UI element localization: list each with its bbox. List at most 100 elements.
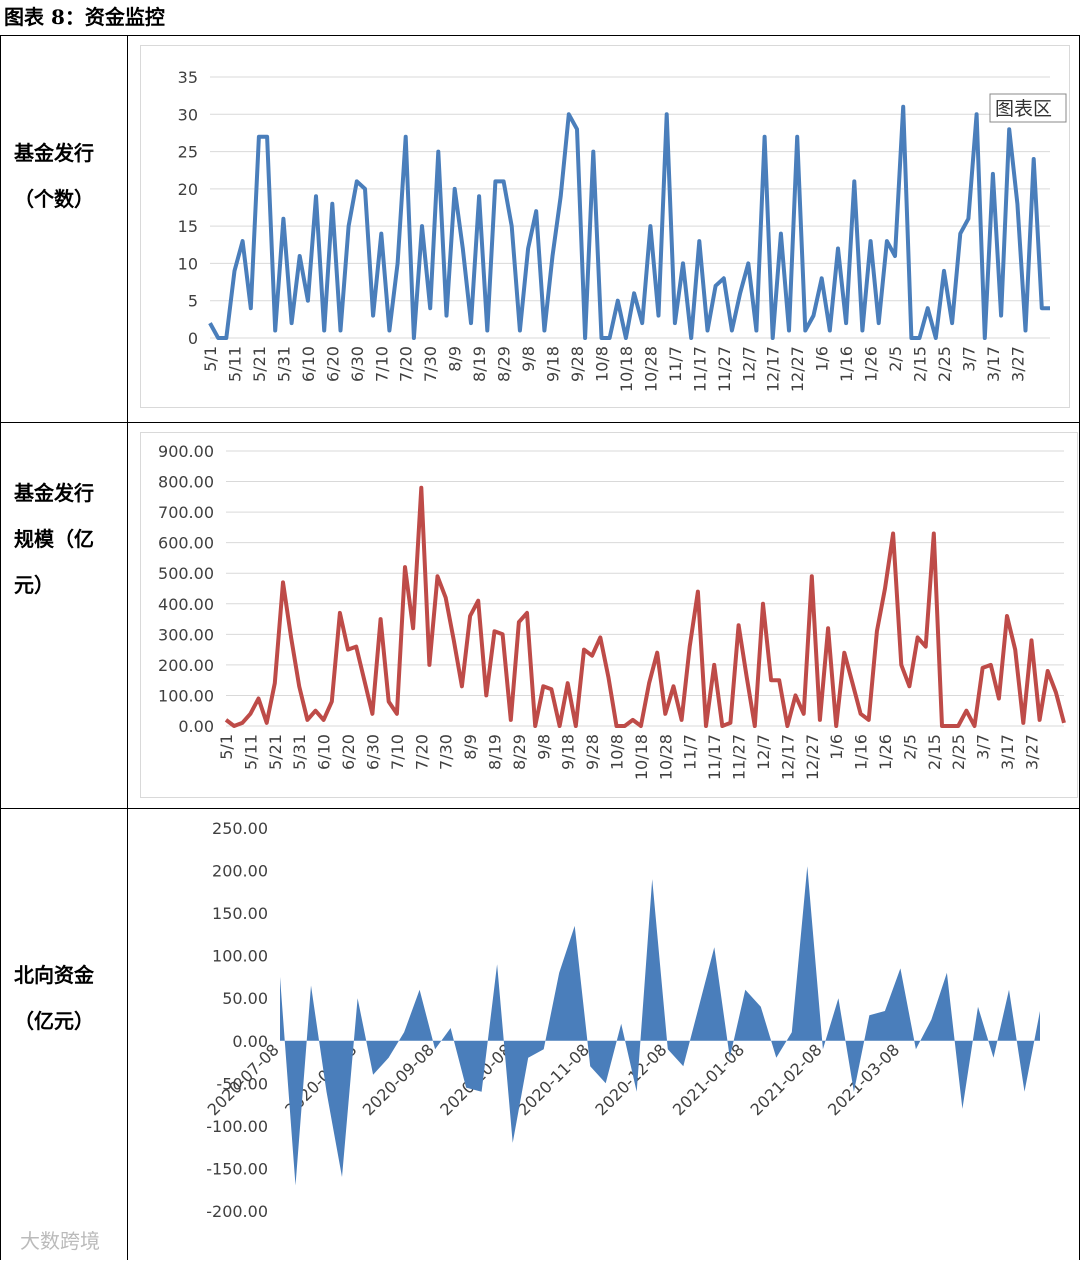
y-tick-label: -50.00: [216, 1074, 268, 1093]
x-tick-label: 1/16: [852, 734, 871, 770]
x-tick-label: 7/30: [421, 346, 440, 382]
y-tick-label: 150.00: [212, 904, 268, 923]
table-frame: [0, 35, 1080, 1264]
x-tick-label: 2/5: [886, 346, 905, 372]
x-tick-label: 3/7: [974, 734, 993, 760]
x-tick-label: 3/17: [998, 734, 1017, 770]
y-tick-label: 700.00: [158, 503, 214, 522]
x-tick-label: 9/28: [568, 346, 587, 382]
x-tick-label: 11/17: [690, 346, 709, 392]
x-tick-label: 10/28: [656, 734, 675, 780]
y-tick-label: -200.00: [206, 1202, 268, 1221]
annotation-box: [989, 93, 1067, 123]
x-tick-label: 12/7: [739, 346, 758, 382]
y-tick-label: 0.00: [178, 717, 214, 736]
x-tick-label: 9/18: [559, 734, 578, 770]
data-area: [280, 866, 1040, 1186]
y-tick-label: 5: [188, 292, 198, 311]
x-tick-label: 12/17: [764, 346, 783, 392]
x-tick-label: 5/21: [250, 346, 269, 382]
y-tick-label: 50.00: [222, 989, 268, 1008]
y-tick-label: 600.00: [158, 534, 214, 553]
row-label: （亿元）: [14, 1009, 94, 1033]
row-label: （个数）: [14, 187, 94, 211]
y-tick-label: 300.00: [158, 625, 214, 644]
y-tick-label: 10: [178, 254, 198, 273]
x-tick-label: 5/21: [266, 734, 285, 770]
x-tick-label: 8/29: [510, 734, 529, 770]
row-label: 元）: [14, 573, 54, 597]
y-tick-label: 800.00: [158, 473, 214, 492]
x-tick-label: 9/28: [583, 734, 602, 770]
x-tick-label: 8/19: [470, 346, 489, 382]
x-tick-label: 5/1: [217, 734, 236, 760]
x-tick-label: 5/1: [201, 346, 220, 372]
chart-frames: [140, 45, 1078, 798]
x-tick-label: 3/27: [1022, 734, 1041, 770]
y-tick-label: 0.00: [232, 1032, 268, 1051]
x-tick-label: 3/17: [984, 346, 1003, 382]
y-tick-label: 250.00: [212, 819, 268, 838]
x-tick-label: 10/18: [632, 734, 651, 780]
row-label: 北向资金: [14, 963, 95, 987]
x-tick-label: 12/7: [754, 734, 773, 770]
y-tick-label: 200.00: [212, 862, 268, 881]
x-tick-label: 7/20: [397, 346, 416, 382]
x-tick-label: 2/25: [949, 734, 968, 770]
x-tick-label: 11/7: [666, 346, 685, 382]
y-tick-label: 200.00: [158, 656, 214, 675]
y-tick-label: 15: [178, 217, 198, 236]
x-tick-label: 5/11: [225, 346, 244, 382]
x-tick-label: 9/8: [519, 346, 538, 372]
x-tick-label: 7/20: [412, 734, 431, 770]
x-tick-label: 1/6: [827, 734, 846, 760]
y-tick-label: 100.00: [158, 686, 214, 705]
x-tick-label: 6/30: [348, 346, 367, 382]
y-tick-label: 20: [178, 180, 198, 199]
x-tick-label: 12/17: [778, 734, 797, 780]
x-tick-label: 7/10: [372, 346, 391, 382]
x-tick-label: 11/7: [681, 734, 700, 770]
x-tick-label: 12/27: [803, 734, 822, 780]
x-tick-label: 2021-03-08: [824, 1040, 903, 1119]
x-tick-label: 6/20: [323, 346, 342, 382]
x-tick-label: 12/27: [788, 346, 807, 392]
x-tick-label: 10/28: [641, 346, 660, 392]
y-tick-label: 100.00: [212, 947, 268, 966]
row-label: 规模（亿: [14, 527, 94, 551]
x-tick-label: 6/30: [363, 734, 382, 770]
x-tick-label: 6/10: [299, 346, 318, 382]
x-tick-label: 10/8: [592, 346, 611, 382]
x-tick-label: 1/26: [876, 734, 895, 770]
x-tick-label: 5/31: [290, 734, 309, 770]
data-line: [224, 485, 1066, 728]
page-title: 图表 8：资金监控: [4, 5, 165, 29]
x-tick-label: 5/11: [241, 734, 260, 770]
x-tick-label: 7/30: [437, 734, 456, 770]
x-tick-label: 2/15: [925, 734, 944, 770]
x-tick-label: 2/5: [900, 734, 919, 760]
y-tick-label: -150.00: [206, 1159, 268, 1178]
x-tick-label: 2021-02-08: [747, 1040, 826, 1119]
y-tick-label: 35: [178, 68, 198, 87]
x-tick-label: 6/10: [315, 734, 334, 770]
watermark: 大数跨境: [20, 1229, 100, 1253]
x-tick-label: 3/27: [1008, 346, 1027, 382]
y-tick-label: 500.00: [158, 564, 214, 583]
x-tick-label: 1/26: [862, 346, 881, 382]
x-tick-label: 7/10: [388, 734, 407, 770]
y-tick-label: 30: [178, 105, 198, 124]
x-tick-label: 11/27: [715, 346, 734, 392]
x-tick-label: 10/8: [608, 734, 627, 770]
x-tick-label: 8/9: [446, 346, 465, 372]
x-tick-label: 8/29: [495, 346, 514, 382]
row-label: 基金发行: [14, 481, 94, 505]
x-tick-label: 2/15: [911, 346, 930, 382]
y-tick-label: 25: [178, 143, 198, 162]
x-tick-label: 9/8: [534, 734, 553, 760]
x-tick-label: 11/17: [705, 734, 724, 780]
x-tick-label: 10/18: [617, 346, 636, 392]
x-tick-label: 2/25: [935, 346, 954, 382]
row-label: 基金发行: [14, 141, 94, 165]
